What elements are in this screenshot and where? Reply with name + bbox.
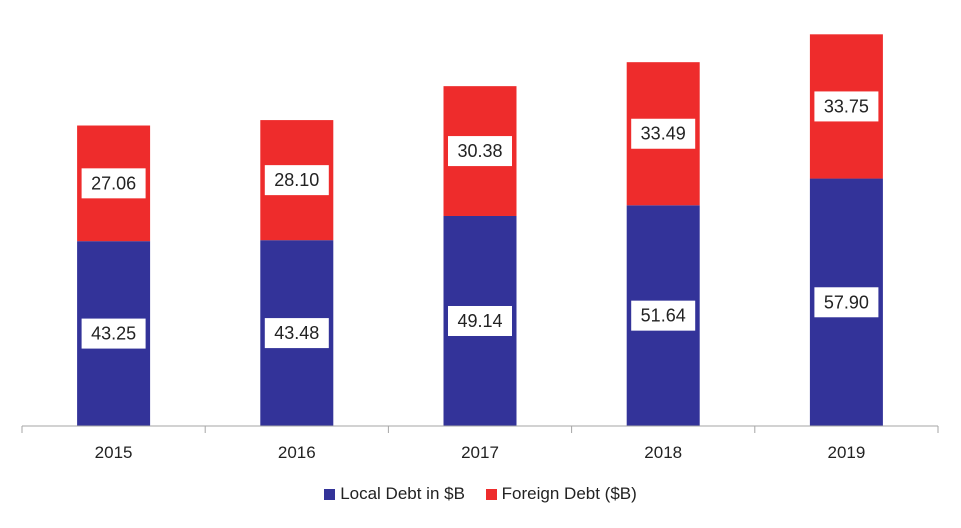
data-label-local-debt-2019: 57.90: [824, 292, 869, 312]
x-tick-label-2019: 2019: [827, 443, 865, 462]
data-label-box-local-debt-2019: [814, 287, 879, 318]
x-tick-label-2018: 2018: [644, 443, 682, 462]
data-label-box-local-debt-2015: [81, 318, 146, 349]
x-tick-label-2015: 2015: [95, 443, 133, 462]
data-label-box-foreign-debt-2018: [631, 118, 696, 149]
data-label-foreign-debt-2018: 33.49: [641, 124, 686, 144]
x-tick-label-2016: 2016: [278, 443, 316, 462]
x-axis-ticks: [21, 426, 939, 433]
x-axis-categories: 2015 2016 2017 2018 2019: [95, 443, 866, 462]
legend-label-foreign-debt: Foreign Debt ($B): [501, 484, 637, 503]
legend: Local Debt in $B Foreign Debt ($B): [0, 484, 961, 505]
data-label-box-local-debt-2016: [264, 318, 329, 349]
data-label-local-debt-2016: 43.48: [274, 323, 319, 343]
data-label-box-foreign-debt-2017: [448, 136, 512, 167]
data-label-box-foreign-debt-2019: [814, 91, 879, 122]
data-label-box-foreign-debt-2015: [81, 168, 146, 199]
legend-item-local-debt: Local Debt in $B: [324, 484, 465, 504]
x-tick-label-2017: 2017: [461, 443, 499, 462]
legend-swatch-local-debt: [324, 488, 336, 500]
legend-item-foreign-debt: Foreign Debt ($B): [485, 484, 637, 504]
data-label-box-local-debt-2018: [631, 300, 696, 331]
legend-label-local-debt: Local Debt in $B: [340, 484, 465, 503]
data-label-box-foreign-debt-2016: [264, 165, 329, 196]
data-label-local-debt-2015: 43.25: [91, 324, 136, 344]
data-label-box-local-debt-2017: [448, 305, 512, 336]
legend-swatch-foreign-debt: [485, 488, 497, 500]
data-label-foreign-debt-2015: 27.06: [91, 173, 136, 193]
data-label-local-debt-2017: 49.14: [457, 311, 502, 331]
data-label-foreign-debt-2019: 33.75: [824, 96, 869, 116]
stacked-bar-chart: 43.25 27.06 43.48 28.10 49.14 30.38 51.64 33.49…: [21, 34, 939, 462]
data-labels-group: 43.25 27.06 43.48 28.10 49.14 30.38 51.64 33.49…: [81, 91, 879, 349]
bars-group: [77, 34, 883, 426]
data-label-foreign-debt-2016: 28.10: [274, 170, 319, 190]
data-label-foreign-debt-2017: 30.38: [457, 141, 502, 161]
data-label-local-debt-2018: 51.64: [641, 306, 686, 326]
